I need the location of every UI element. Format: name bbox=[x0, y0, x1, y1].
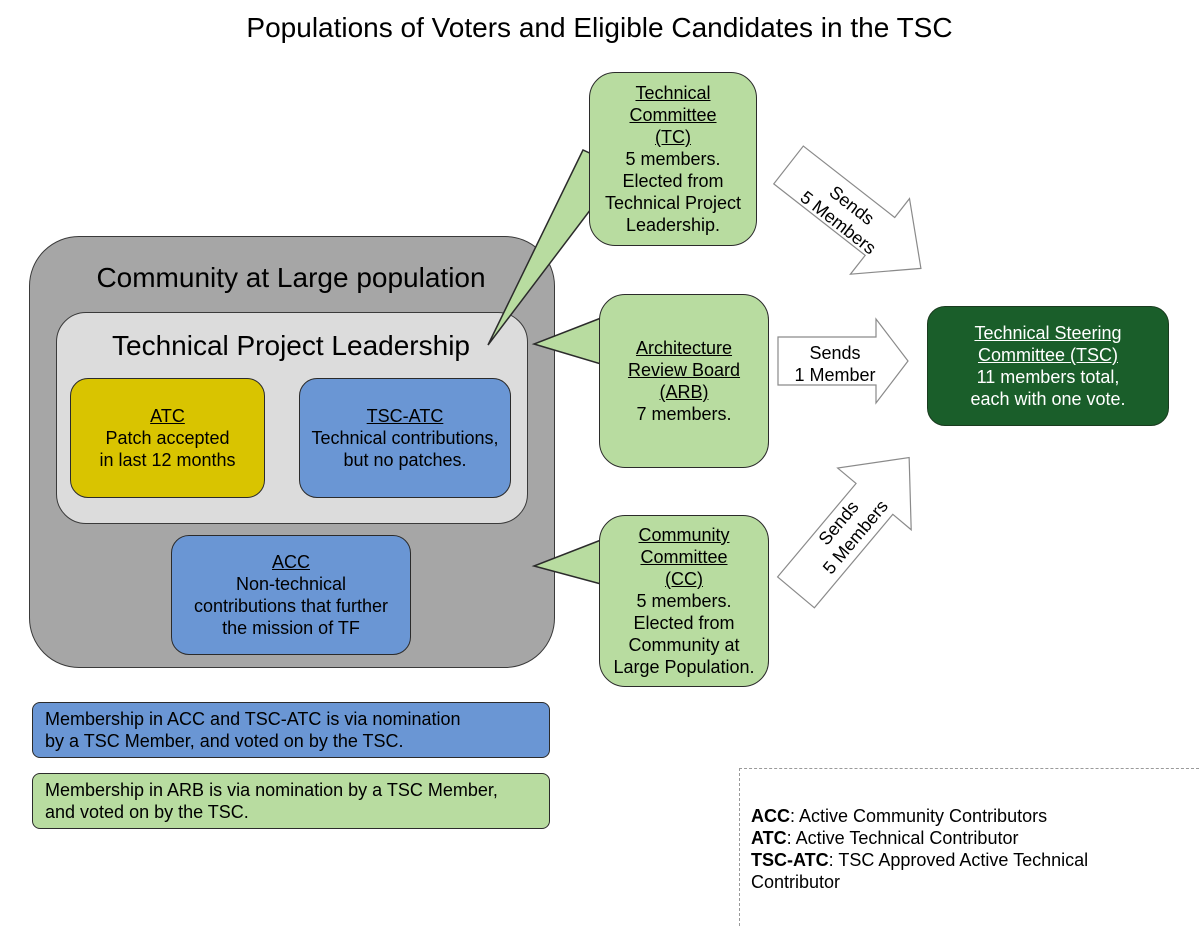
tsc-heading: Technical Steering bbox=[974, 323, 1122, 343]
tc-heading: Technical bbox=[635, 83, 711, 103]
arb-heading: (ARB) bbox=[659, 382, 709, 402]
technical-steering-committee-box: Technical Steering Committee (TSC) 11 me… bbox=[927, 306, 1169, 426]
tc-line: Elected from bbox=[622, 171, 724, 191]
cc-heading: Community bbox=[638, 525, 730, 545]
legend: ACC: Active Community Contributors ATC: … bbox=[751, 805, 1191, 893]
diagram-title: Populations of Voters and Eligible Candi… bbox=[246, 12, 953, 43]
note-line: by a TSC Member, and voted on by the TSC… bbox=[45, 731, 404, 751]
legend-item-tsc-atc-cont: Contributor bbox=[751, 872, 841, 892]
cc-line: Large Population. bbox=[613, 657, 755, 677]
atc-line: Patch accepted bbox=[105, 428, 230, 448]
arb-arrow-label-line: Sends bbox=[809, 343, 861, 363]
arb-arrow-label: Sends 1 Member bbox=[780, 342, 890, 386]
note-line: and voted on by the TSC. bbox=[45, 802, 249, 822]
cc-heading: Committee bbox=[640, 547, 728, 567]
legend-item-acc: ACC: Active Community Contributors bbox=[751, 806, 1048, 826]
tsc-atc-box: TSC-ATC Technical contributions, but no … bbox=[299, 378, 511, 498]
arb-heading: Architecture bbox=[635, 338, 733, 358]
acc-line: the mission of TF bbox=[222, 618, 360, 638]
cc-heading: (CC) bbox=[665, 569, 703, 589]
legend-item-tsc-atc: TSC-ATC: TSC Approved Active Technical bbox=[751, 850, 1089, 870]
tc-heading: Committee bbox=[629, 105, 717, 125]
arb-to-tsc-arrow bbox=[777, 317, 909, 405]
legend-frame bbox=[739, 768, 1199, 926]
arb-line: 7 members. bbox=[636, 404, 732, 424]
arb-membership-note: Membership in ARB is via nomination by a… bbox=[32, 773, 550, 829]
acc-tsc-atc-membership-note: Membership in ACC and TSC-ATC is via nom… bbox=[32, 702, 550, 758]
arb-heading: Review Board bbox=[627, 360, 741, 380]
acc-box: ACC Non-technical contributions that fur… bbox=[171, 535, 411, 655]
cc-to-tsc-arrow bbox=[776, 456, 912, 609]
tc-line: 5 members. bbox=[625, 149, 721, 169]
legend-item-atc: ATC: Active Technical Contributor bbox=[751, 828, 1019, 848]
tsc-line: each with one vote. bbox=[970, 389, 1126, 409]
note-line: Membership in ACC and TSC-ATC is via nom… bbox=[45, 709, 461, 729]
tc-line: Technical Project bbox=[604, 193, 742, 213]
atc-heading: ATC bbox=[150, 406, 185, 426]
acc-line: contributions that further bbox=[193, 596, 389, 616]
acc-heading: ACC bbox=[271, 552, 310, 572]
tsc-line: 11 members total, bbox=[976, 367, 1120, 387]
tsc-atc-line: but no patches. bbox=[343, 450, 467, 470]
atc-box: ATC Patch accepted in last 12 months bbox=[70, 378, 265, 498]
technical-project-leadership-label: Technical Project Leadership bbox=[112, 330, 470, 361]
tsc-heading: Committee (TSC) bbox=[977, 345, 1118, 365]
architecture-review-board-box: Architecture Review Board (ARB) 7 member… bbox=[599, 294, 769, 468]
technical-committee-box: Technical Committee (TC) 5 members. Elec… bbox=[589, 72, 757, 246]
community-committee-box: Community Committee (CC) 5 members. Elec… bbox=[599, 515, 769, 687]
cc-line: 5 members. bbox=[636, 591, 732, 611]
tsc-atc-heading: TSC-ATC bbox=[366, 406, 444, 426]
cc-callout-pointer bbox=[531, 538, 602, 585]
tsc-atc-line: Technical contributions, bbox=[311, 428, 499, 448]
arb-callout-pointer bbox=[531, 316, 602, 366]
tc-heading: (TC) bbox=[655, 127, 691, 147]
cc-line: Elected from bbox=[633, 613, 735, 633]
tc-to-tsc-arrow bbox=[772, 145, 922, 275]
arb-arrow-label-line: 1 Member bbox=[794, 365, 876, 385]
cc-line: Community at bbox=[628, 635, 740, 655]
tc-line: Leadership. bbox=[625, 215, 721, 235]
acc-line: Non-technical bbox=[235, 574, 347, 594]
atc-line: in last 12 months bbox=[99, 450, 236, 470]
community-at-large-label: Community at Large population bbox=[96, 262, 486, 293]
note-line: Membership in ARB is via nomination by a… bbox=[45, 780, 498, 800]
